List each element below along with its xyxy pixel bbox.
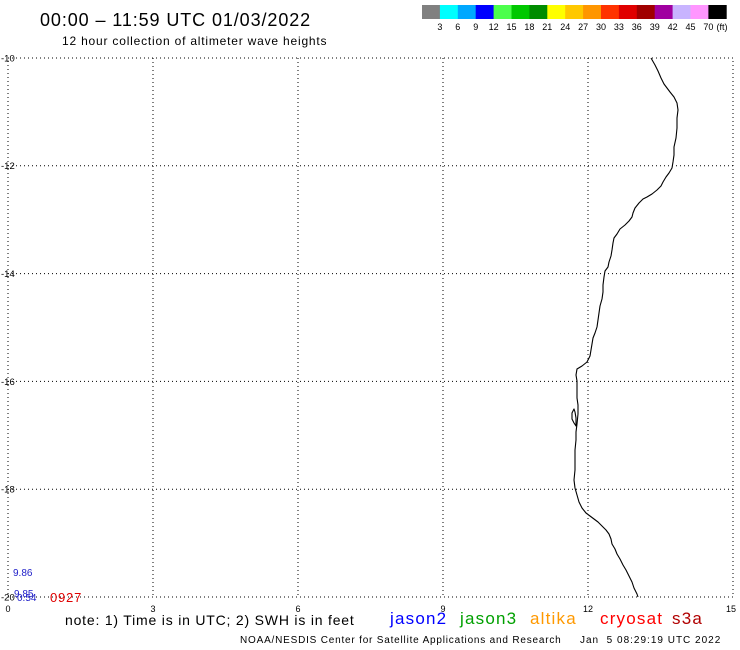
colorbar-swatch (654, 5, 673, 19)
colorbar-tick-label: 9 (473, 22, 478, 32)
page-title: 00:00 – 11:59 UTC 01/03/2022 (40, 10, 312, 30)
colorbar-tick-label: 27 (578, 22, 588, 32)
colorbar-swatch (708, 5, 727, 19)
latitude-labels: -10 -12 -14 -16 -18 -20 (1, 54, 15, 604)
latitude-label: -18 (1, 485, 15, 496)
longitude-label: 3 (150, 604, 155, 614)
colorbar-tick-label: 45 (685, 22, 695, 32)
coastline (571, 57, 679, 598)
colorbar-tick-label: 70 (703, 22, 713, 32)
colorbar-swatch (672, 5, 691, 19)
footer-credit: NOAA/NESDIS Center for Satellite Applica… (240, 635, 562, 646)
legend-jason2: jason2 (390, 609, 448, 628)
swh-value-label: 9.86 (13, 568, 33, 579)
colorbar-tick-label: 42 (668, 22, 678, 32)
latitude-label: -12 (1, 161, 15, 172)
colorbar-swatches (422, 5, 727, 19)
colorbar-swatch (601, 5, 620, 19)
longitude-label: 0 (5, 604, 10, 614)
longitude-labels: 0 3 6 9 12 15 (5, 604, 736, 614)
legend-s3a: s3a (672, 609, 704, 628)
colorbar-swatch (547, 5, 566, 19)
colorbar-swatch (493, 5, 512, 19)
colorbar-tick-labels: 3 6 9 12 15 18 21 24 27 30 33 36 39 42 45 70 (437, 22, 713, 32)
legend-cryosat: cryosat (600, 609, 664, 628)
wave-height-colorbar: 3 6 9 12 15 18 21 24 27 30 33 36 39 42 45 70 (ft) (422, 5, 728, 32)
colorbar-tick-label: 15 (506, 22, 516, 32)
colorbar-swatch (565, 5, 584, 19)
colorbar-swatch (690, 5, 709, 19)
swh-annotations: 9.86 9.85 0.54 0927 (13, 568, 82, 605)
colorbar-tick-label: 6 (455, 22, 460, 32)
pass-time-label: 0927 (50, 590, 82, 605)
colorbar-swatch (529, 5, 548, 19)
colorbar-tick-label: 33 (614, 22, 624, 32)
colorbar-tick-label: 24 (560, 22, 570, 32)
colorbar-tick-label: 39 (650, 22, 660, 32)
latitude-label: -16 (1, 377, 15, 388)
legend-altika: altika (530, 609, 577, 628)
colorbar-swatch (583, 5, 602, 19)
coastline-path (573, 57, 679, 598)
coastline-lagoon (571, 408, 577, 427)
colorbar-tick-label: 18 (524, 22, 534, 32)
units-note: note: 1) Time is in UTC; 2) SWH is in fe… (65, 612, 355, 628)
swh-value-label: 9.85 (14, 589, 34, 600)
colorbar-tick-label: 36 (632, 22, 642, 32)
colorbar-tick-label: 21 (542, 22, 552, 32)
swh-value-label: 0.54 (17, 593, 37, 604)
colorbar-tick-label: 30 (596, 22, 606, 32)
colorbar-swatch (636, 5, 656, 19)
latitude-label: -14 (1, 269, 15, 280)
latitude-label: -20 (1, 593, 15, 604)
longitude-label: 15 (726, 604, 736, 614)
page-subtitle: 12 hour collection of altimeter wave hei… (62, 34, 328, 48)
colorbar-swatch (422, 5, 441, 19)
legend-jason3: jason3 (460, 609, 518, 628)
longitude-label: 9 (440, 604, 445, 614)
colorbar-tick-label: 12 (489, 22, 499, 32)
colorbar-swatch (457, 5, 477, 19)
colorbar-tick-label: 3 (437, 22, 442, 32)
longitude-label: 12 (583, 604, 593, 614)
colorbar-swatch (511, 5, 530, 19)
footer-timestamp: Jan 5 08:29:19 UTC 2022 (580, 635, 722, 646)
colorbar-swatch (475, 5, 494, 19)
longitude-label: 6 (295, 604, 300, 614)
colorbar-swatch (439, 5, 459, 19)
colorbar-unit-label: (ft) (717, 22, 728, 32)
colorbar-swatch (618, 5, 638, 19)
latitude-label: -10 (1, 54, 15, 65)
map-border (7, 57, 734, 598)
map-graticule (7, 57, 734, 598)
